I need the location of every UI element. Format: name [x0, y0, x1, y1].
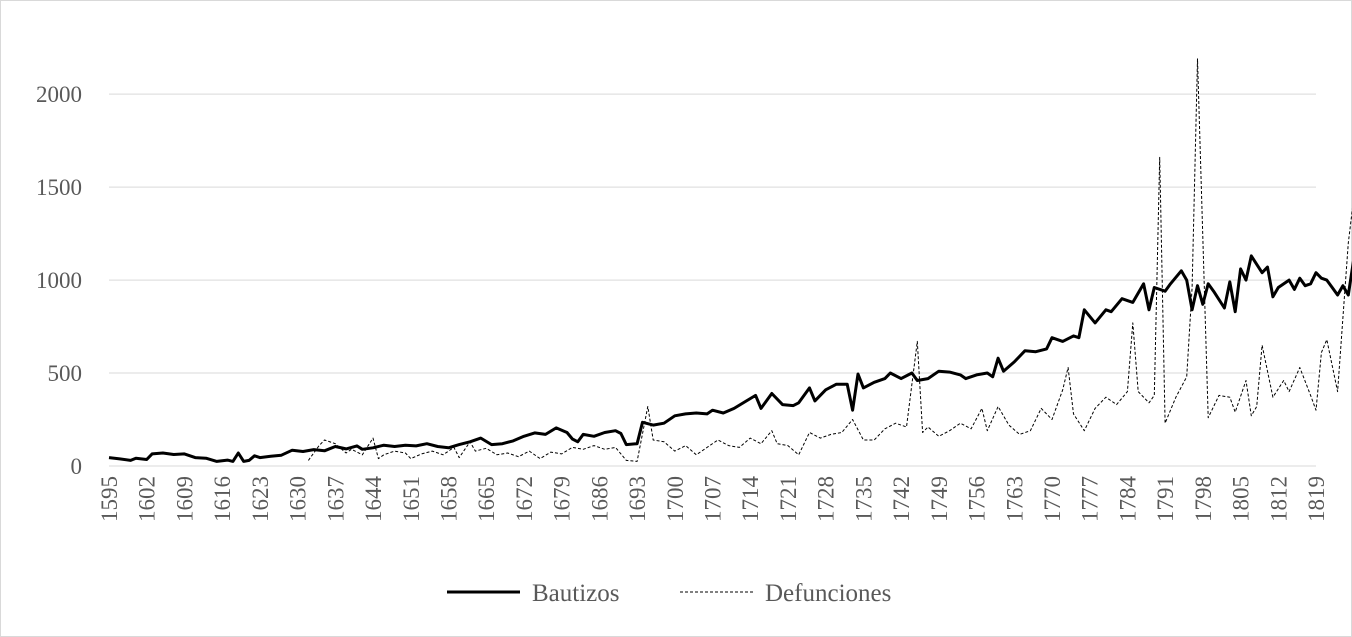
x-tick-label: 1742	[889, 476, 914, 522]
series-line-defunciones	[307, 58, 1352, 462]
x-axis: 1595 1602 1609 1616 1623 1630 1637 1644 1651 1658…	[97, 465, 1329, 523]
x-tick-label: 1623	[248, 476, 273, 522]
x-tick-label: 1658	[436, 476, 461, 522]
x-tick-label: 1595	[97, 476, 122, 522]
y-tick-label: 1000	[36, 268, 82, 293]
x-tick-label: 1609	[172, 476, 197, 522]
x-tick-label: 1651	[399, 476, 424, 522]
y-tick-label: 2000	[36, 82, 82, 107]
x-tick-label: 1714	[738, 476, 763, 523]
x-tick-label: 1707	[701, 476, 726, 522]
gridlines	[109, 93, 1316, 374]
x-tick-label: 1770	[1040, 476, 1065, 522]
x-tick-label: 1693	[625, 476, 650, 522]
legend: Bautizos Defunciones	[447, 580, 891, 607]
x-tick-label: 1616	[210, 476, 235, 522]
y-tick-label: 1500	[36, 175, 82, 200]
y-axis: 0 500 1000 1500 2000	[36, 82, 82, 479]
x-tick-label: 1679	[550, 476, 575, 522]
x-tick-label: 1602	[135, 476, 160, 522]
x-tick-label: 1700	[663, 476, 688, 522]
x-tick-label: 1672	[512, 476, 537, 522]
x-tick-label: 1749	[927, 476, 952, 522]
series-line-bautizos	[108, 254, 1352, 463]
x-tick-label: 1805	[1229, 476, 1254, 522]
x-tick-label: 1763	[1002, 476, 1027, 522]
x-tick-label: 1777	[1078, 476, 1103, 522]
x-tick-label: 1637	[323, 476, 348, 522]
y-tick-label: 500	[48, 361, 83, 386]
x-tick-label: 1686	[587, 476, 612, 522]
y-tick-label: 0	[71, 454, 83, 479]
x-tick-label: 1798	[1191, 476, 1216, 522]
x-tick-label: 1644	[361, 476, 386, 523]
x-tick-label: 1784	[1115, 476, 1140, 523]
x-tick-label: 1756	[965, 476, 990, 522]
x-tick-label: 1728	[814, 476, 839, 522]
x-tick-label: 1735	[851, 476, 876, 522]
x-tick-label: 1812	[1266, 476, 1291, 522]
legend-label-defunciones: Defunciones	[765, 580, 891, 607]
legend-label-bautizos: Bautizos	[532, 580, 620, 607]
series-lines	[108, 58, 1352, 463]
x-tick-label: 1630	[286, 476, 311, 522]
x-tick-label: 1665	[474, 476, 499, 522]
x-tick-label: 1721	[776, 476, 801, 522]
x-tick-label: 1819	[1304, 476, 1329, 522]
x-tick-label: 1791	[1153, 476, 1178, 522]
